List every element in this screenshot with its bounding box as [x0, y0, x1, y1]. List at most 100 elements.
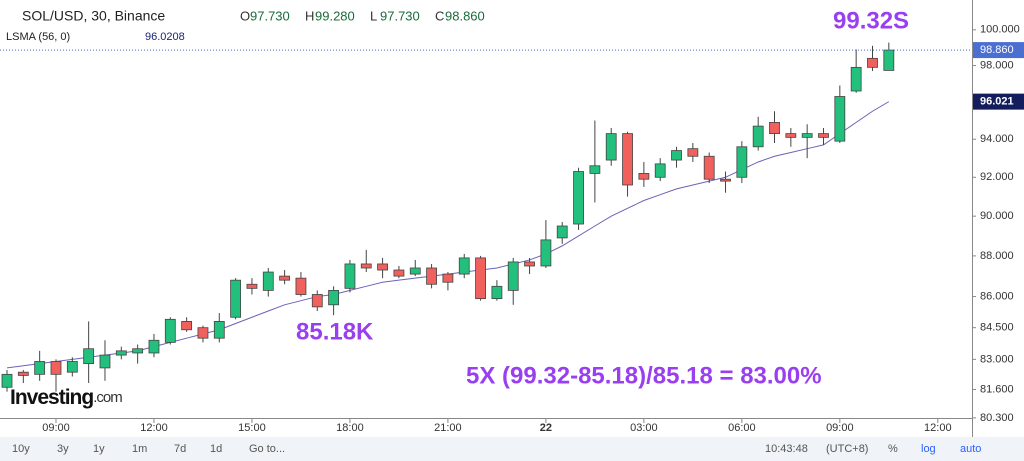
- y-tick-label: 86.000: [980, 290, 1014, 302]
- range-button[interactable]: 7d: [174, 443, 186, 455]
- clock: 10:43:48: [765, 443, 808, 455]
- range-button[interactable]: 1d: [210, 443, 222, 455]
- x-tick-label: 18:00: [336, 422, 364, 434]
- indicator-value: 96.0208: [145, 31, 185, 43]
- x-tick-label: 03:00: [630, 422, 658, 434]
- chart-title: SOL/USD, 30, Binance: [22, 8, 165, 24]
- candle-body: [132, 348, 144, 354]
- y-tick-label: 92.000: [980, 171, 1014, 183]
- candle-body: [99, 354, 111, 369]
- candle-body: [295, 277, 307, 295]
- candle-body: [507, 261, 519, 291]
- x-tick-label: 21:00: [434, 422, 462, 434]
- x-tick-label: 09:00: [42, 422, 70, 434]
- candle-body: [671, 150, 682, 161]
- ohlc-key: H: [305, 8, 314, 23]
- candle-body: [409, 267, 421, 275]
- logo: Investing.com: [10, 386, 122, 409]
- y-tick-label: 84.500: [980, 322, 1014, 334]
- candle-body: [556, 225, 568, 239]
- candle-body: [638, 173, 650, 180]
- candle-body: [66, 361, 78, 373]
- candle-body: [442, 273, 454, 283]
- candle-body: [850, 66, 862, 92]
- candle-body: [524, 261, 535, 267]
- logo-suffix: .com: [93, 389, 122, 406]
- y-tick-label: 100.000: [980, 24, 1020, 36]
- candle-body: [736, 146, 748, 178]
- candle-body: [148, 339, 160, 354]
- candle-body: [818, 133, 829, 138]
- candle-body: [752, 125, 764, 148]
- toolbar-option[interactable]: auto: [960, 443, 981, 455]
- candle-body: [230, 279, 242, 318]
- candle-body: [279, 275, 291, 281]
- candle-body: [1, 373, 13, 388]
- candle-body: [654, 163, 666, 178]
- candle-body: [622, 133, 633, 186]
- candle-body: [311, 294, 323, 308]
- range-button[interactable]: 1m: [132, 443, 147, 455]
- candle-body: [213, 321, 225, 339]
- x-tick-label: 22: [540, 422, 552, 434]
- candle-body: [246, 283, 258, 289]
- indicator-price-box: [973, 93, 1024, 110]
- candle-body: [785, 133, 797, 138]
- toolbar: [0, 437, 1024, 461]
- candle-body: [883, 49, 895, 71]
- x-tick-label: 12:00: [924, 422, 952, 434]
- candle-body: [458, 257, 470, 275]
- y-tick-label: 90.000: [980, 210, 1014, 222]
- candle-body: [426, 267, 437, 285]
- y-tick-label: 81.600: [980, 383, 1014, 395]
- annotation: 99.32S: [833, 7, 909, 34]
- range-button[interactable]: Go to...: [249, 443, 285, 455]
- toolbar-option[interactable]: log: [921, 443, 936, 455]
- candle-body: [540, 239, 552, 267]
- ohlc-value: 99.280: [315, 8, 355, 23]
- x-tick-label: 06:00: [728, 422, 756, 434]
- candle-body: [50, 361, 62, 375]
- x-tick-label: 12:00: [140, 422, 168, 434]
- y-tick-label: 98.000: [980, 59, 1014, 71]
- last-price-label: 98.860: [980, 44, 1014, 56]
- candle-body: [703, 155, 715, 180]
- candle-body: [475, 257, 486, 300]
- ohlc-key: O: [240, 8, 250, 23]
- candle-body: [834, 96, 846, 142]
- candle-body: [491, 285, 503, 300]
- candle-body: [377, 263, 388, 271]
- ohlc-value: 97.730: [380, 8, 420, 23]
- range-button[interactable]: 10y: [12, 443, 30, 455]
- range-button[interactable]: 3y: [57, 443, 69, 455]
- range-button[interactable]: 1y: [93, 443, 105, 455]
- candle-body: [769, 121, 780, 135]
- ohlc-key: L: [370, 8, 377, 23]
- indicator-name: LSMA (56, 0): [6, 31, 70, 43]
- x-tick-label: 09:00: [826, 422, 854, 434]
- ohlc-key: C: [435, 8, 444, 23]
- annotation: 85.18K: [296, 318, 374, 345]
- overlay: SOL/USD, 30, Binance LSMA (56, 0) 96.020…: [6, 7, 909, 408]
- candle-body: [164, 318, 176, 343]
- candle-body: [573, 171, 584, 225]
- logo-brand: Investing: [10, 386, 93, 409]
- candle-body: [34, 361, 46, 375]
- candle-body: [801, 133, 813, 138]
- y-tick-label: 94.000: [980, 133, 1014, 145]
- candle-body: [83, 348, 95, 365]
- toolbar-option[interactable]: %: [888, 443, 898, 455]
- candle-body: [687, 148, 699, 157]
- candle-body: [262, 271, 274, 291]
- candle-body: [197, 327, 209, 339]
- candle-body: [720, 178, 731, 182]
- y-tick-label: 88.000: [980, 250, 1014, 262]
- candle-body: [360, 263, 372, 269]
- indicator-price-label: 96.021: [980, 96, 1014, 108]
- annotation: 5X (99.32-85.18)/85.18 = 83.00%: [466, 362, 822, 389]
- last-price-box: [973, 42, 1024, 59]
- candle-body: [181, 321, 193, 331]
- candle-body: [17, 371, 29, 376]
- candle-body: [115, 350, 127, 356]
